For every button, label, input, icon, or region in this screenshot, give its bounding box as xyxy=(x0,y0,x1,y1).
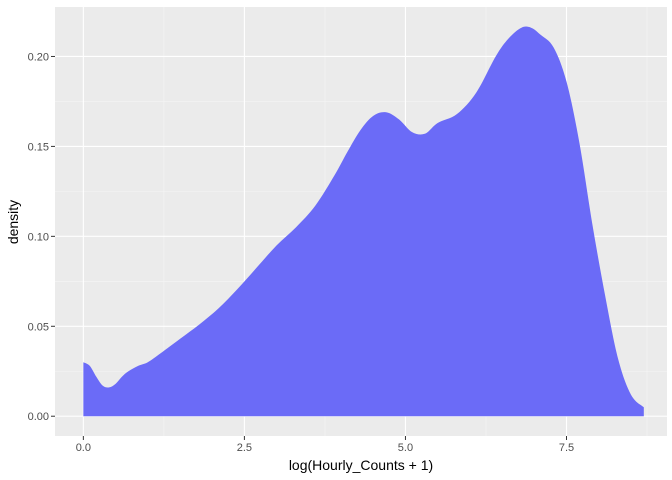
y-tick-label: 0.10 xyxy=(28,231,49,243)
x-axis: 0.0 2.5 5.0 7.5 xyxy=(76,436,574,454)
x-tick-label: 2.5 xyxy=(237,442,252,454)
y-tick-label: 0.15 xyxy=(28,141,49,153)
x-axis-title: log(Hourly_Counts + 1) xyxy=(289,457,433,473)
density-area xyxy=(83,26,644,417)
x-tick-label: 0.0 xyxy=(76,442,91,454)
density-area-layer xyxy=(83,26,644,417)
y-axis-title: density xyxy=(5,200,21,244)
x-tick-label: 7.5 xyxy=(559,442,574,454)
y-axis: 0.00 0.05 0.10 0.15 0.20 xyxy=(28,51,55,423)
y-tick-label: 0.20 xyxy=(28,51,49,63)
y-tick-label: 0.00 xyxy=(28,411,49,423)
x-tick-label: 5.0 xyxy=(398,442,413,454)
y-tick-label: 0.05 xyxy=(28,321,49,333)
